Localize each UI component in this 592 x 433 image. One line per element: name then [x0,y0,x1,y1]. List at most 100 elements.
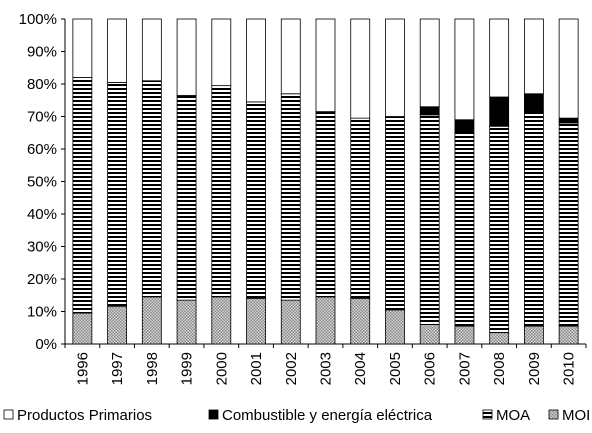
legend-swatch [208,409,219,420]
x-tick-label: 2009 [526,352,543,385]
bar-group-2004 [350,18,371,345]
bar-segment [246,18,266,103]
bar-group-1997 [107,18,127,345]
bar-segment [454,132,475,327]
y-tick-label: 90% [27,44,57,61]
bar-segment [315,296,336,345]
x-tick-label: 2005 [387,352,404,385]
bar-segment [246,101,266,299]
bar-segment [385,116,405,311]
x-tick-label: 2010 [561,352,578,385]
x-tick-label: 2006 [422,352,439,385]
bar-segment [385,18,405,117]
y-tick-label: 10% [27,304,57,321]
bar-segment [107,81,127,308]
bar-segment [176,18,197,96]
bar-group-2005 [385,18,405,345]
bar-segment [211,85,232,298]
bar-segment [454,18,475,121]
bar-segment [72,312,93,345]
legend-swatch [548,409,559,420]
bar-group-2003 [315,18,336,345]
y-tick-label: 100% [19,11,57,28]
bar-group-2010 [558,18,579,345]
bar-segment [350,18,371,119]
bar-segment [211,296,232,345]
legend-label: Productos Primarios [17,407,152,424]
bar-segment [454,325,475,345]
bar-group-2006 [419,18,440,345]
x-tick-label: 2007 [456,352,473,385]
bar-segment [176,94,197,301]
bar-segment [489,125,510,334]
bar-segment [524,111,544,327]
bars-layer [72,18,579,345]
y-tick-label: 0% [35,336,57,353]
bar-segment [558,117,579,124]
bar-segment [176,299,197,345]
bar-segment [558,18,579,119]
bar-segment [419,106,440,116]
bar-segment [72,77,93,314]
bar-segment [489,332,510,345]
bar-segment [141,80,162,298]
bar-segment [280,93,301,301]
legend-label: MOA [496,407,530,424]
y-tick-label: 60% [27,141,57,158]
bar-segment [72,18,93,78]
bar-segment [558,122,579,327]
y-tick-label: 30% [27,239,57,256]
y-tick-label: 40% [27,206,57,223]
x-tick-label: 1999 [179,352,196,385]
x-tick-label: 1998 [144,352,161,385]
bar-segment [315,18,336,113]
bar-segment [246,298,266,345]
bar-segment [107,306,127,345]
axis-layer: 0% 10% 20% 30% 40% 50% 60% 70% 80% 90% 100% 1996 199… [19,11,587,385]
bar-group-2008 [489,18,510,345]
bar-group-2000 [211,18,232,345]
bar-segment [489,18,510,98]
y-tick-label: 20% [27,271,57,288]
y-tick-label: 50% [27,174,57,191]
x-tick-label: 2004 [352,352,369,385]
bar-group-2001 [246,18,266,345]
bar-segment [350,117,371,299]
x-tick-label: 1997 [109,352,126,385]
bar-group-1996 [72,18,93,345]
bar-segment [211,18,232,87]
legend-label: MOI [562,407,590,424]
bar-segment [315,111,336,298]
legend-label: Combustible y energía eléctrica [222,407,433,424]
bar-group-1998 [141,18,162,345]
y-tick-label: 80% [27,76,57,93]
bar-segment [524,325,544,345]
bar-segment [107,18,127,83]
x-tick-label: 2001 [248,352,265,385]
legend-swatch [3,409,14,420]
x-tick-label: 1996 [74,352,91,385]
bar-segment [419,324,440,345]
y-tick-label: 70% [27,109,57,126]
bar-segment [524,93,544,113]
bar-segment [141,18,162,82]
bar-segment [419,114,440,325]
legend: Productos Primarios Combustible y energía… [3,407,590,424]
x-tick-label: 2008 [491,352,508,385]
bar-group-2009 [524,18,544,345]
x-tick-label: 2003 [318,352,335,385]
bar-segment [419,18,440,108]
bar-group-2007 [454,18,475,345]
bar-segment [489,96,510,127]
bar-segment [280,299,301,345]
x-tick-label: 2000 [213,352,230,385]
bar-segment [385,309,405,345]
bar-segment [280,18,301,95]
bar-segment [141,296,162,345]
legend-swatch [482,409,493,420]
bar-segment [558,325,579,345]
bar-segment [524,18,544,95]
bar-segment [454,119,475,134]
